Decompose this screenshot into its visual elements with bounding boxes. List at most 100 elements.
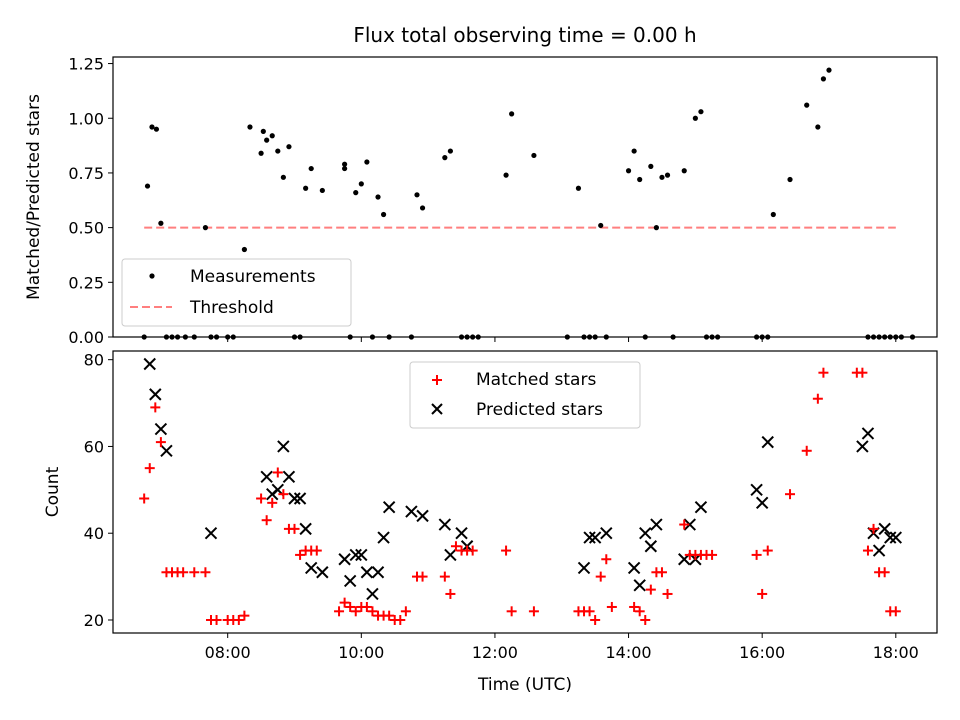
measurement-point — [681, 168, 687, 174]
measurement-point — [659, 174, 665, 180]
matched-star-point — [295, 549, 306, 560]
measurement-point — [820, 76, 827, 82]
measurement-point — [575, 185, 582, 191]
bottom-ticks: 20 40 60 80 08:00 10:00 12:00 14:00 16:00 18:00 — [84, 351, 919, 662]
predicted-star-point — [639, 527, 652, 540]
top-y-tick-label: 0.00 — [68, 328, 104, 347]
predicted-star-point — [694, 500, 708, 514]
measurement-point — [342, 165, 348, 172]
predicted-star-point — [377, 531, 390, 544]
matched-star-point — [339, 597, 350, 608]
predicted-star-point — [382, 500, 396, 514]
predicted-star-point — [355, 548, 368, 562]
predicted-star-point — [293, 492, 307, 505]
predicted-star-point — [683, 518, 697, 531]
measurement-point — [375, 194, 381, 200]
matched-star-point — [879, 567, 890, 578]
predicted-star-point — [160, 444, 173, 457]
bottom-panel: Count Time (UTC) 20 40 60 80 08:00 10:00 12:00… — [43, 350, 938, 695]
predicted-star-point — [650, 518, 663, 531]
measurement-point — [241, 246, 247, 253]
measurement-point — [153, 126, 160, 132]
predicted-star-point — [755, 496, 769, 510]
matched-star-point — [139, 493, 150, 504]
predicted-star-point — [349, 548, 362, 562]
matched-star-point — [439, 571, 450, 582]
predicted-star-point — [316, 566, 329, 579]
predicted-star-point — [583, 531, 596, 544]
matched-star-point — [450, 541, 461, 552]
measurement-point — [319, 187, 325, 194]
measurement-point — [637, 176, 643, 183]
measurement-point — [286, 144, 292, 150]
top-y-tick-label: 0.50 — [68, 219, 104, 238]
top-y-tick-label: 0.75 — [68, 164, 104, 183]
x-tick-label: 16:00 — [739, 643, 785, 662]
predicted-star-point — [872, 544, 886, 557]
predicted-star-point — [154, 422, 168, 436]
x-tick-label: 14:00 — [606, 643, 652, 662]
predicted-star-point — [405, 505, 418, 518]
matched-star-point — [584, 606, 595, 617]
matched-star-point — [528, 606, 539, 617]
legend-measurements-marker — [149, 273, 155, 279]
matched-star-point — [606, 601, 617, 612]
measurement-point — [342, 161, 348, 167]
measurement-point — [503, 172, 509, 178]
measurement-point — [664, 172, 671, 178]
matched-star-point — [233, 614, 244, 625]
predicted-star-point — [761, 435, 774, 449]
matched-star-point — [762, 545, 773, 556]
predicted-star-point — [884, 531, 897, 544]
predicted-star-point — [288, 492, 301, 505]
measurement-point — [260, 128, 266, 134]
matched-star-point — [445, 588, 456, 599]
measurement-point — [414, 192, 420, 198]
measurement-point — [269, 133, 275, 139]
x-tick-label: 18:00 — [873, 643, 919, 662]
matched-star-point — [645, 584, 656, 595]
measurement-point — [202, 225, 209, 231]
bottom-legend-box — [409, 361, 641, 429]
measurement-point — [275, 148, 281, 154]
matched-star-point — [656, 567, 667, 578]
matched-star-point — [417, 571, 428, 582]
x-axis-label: Time (UTC) — [477, 675, 572, 695]
legend-predicted-label: Predicted stars — [476, 400, 603, 420]
matched-star-point — [311, 545, 322, 556]
matched-star-point — [256, 493, 267, 504]
top-legend: Measurements Threshold — [121, 258, 352, 327]
matched-star-point — [590, 614, 601, 625]
matched-star-point — [200, 567, 211, 578]
matched-star-point — [818, 367, 829, 378]
predicted-star-point — [644, 540, 658, 553]
matched-star-point — [289, 523, 300, 534]
measurement-point — [770, 211, 776, 218]
matched-star-point — [395, 614, 406, 625]
matched-star-point — [239, 610, 250, 621]
matched-star-point — [868, 523, 879, 534]
measurement-point — [380, 211, 387, 218]
measurement-point — [442, 155, 448, 161]
measurement-point — [358, 181, 364, 187]
legend-predicted-marker — [431, 403, 443, 415]
measurement-point — [144, 183, 151, 189]
measurement-point — [531, 152, 537, 159]
predicted-star-point — [455, 527, 468, 540]
predicted-star-point — [444, 548, 457, 562]
bottom-plot-area — [139, 357, 903, 625]
matched-star-point — [601, 554, 612, 565]
predicted-star-point — [277, 440, 290, 453]
matched-star-point — [144, 463, 155, 474]
measurement-point — [280, 174, 286, 180]
measurement-point — [509, 111, 515, 117]
x-tick-label: 08:00 — [205, 643, 251, 662]
predicted-star-point — [627, 561, 641, 575]
matched-star-point — [367, 606, 378, 617]
measurement-point — [653, 225, 659, 231]
predicted-star-point — [600, 527, 613, 540]
bottom-legend: Matched stars Predicted stars — [409, 361, 641, 429]
matched-star-point — [640, 614, 651, 625]
predicted-star-point — [438, 518, 452, 531]
